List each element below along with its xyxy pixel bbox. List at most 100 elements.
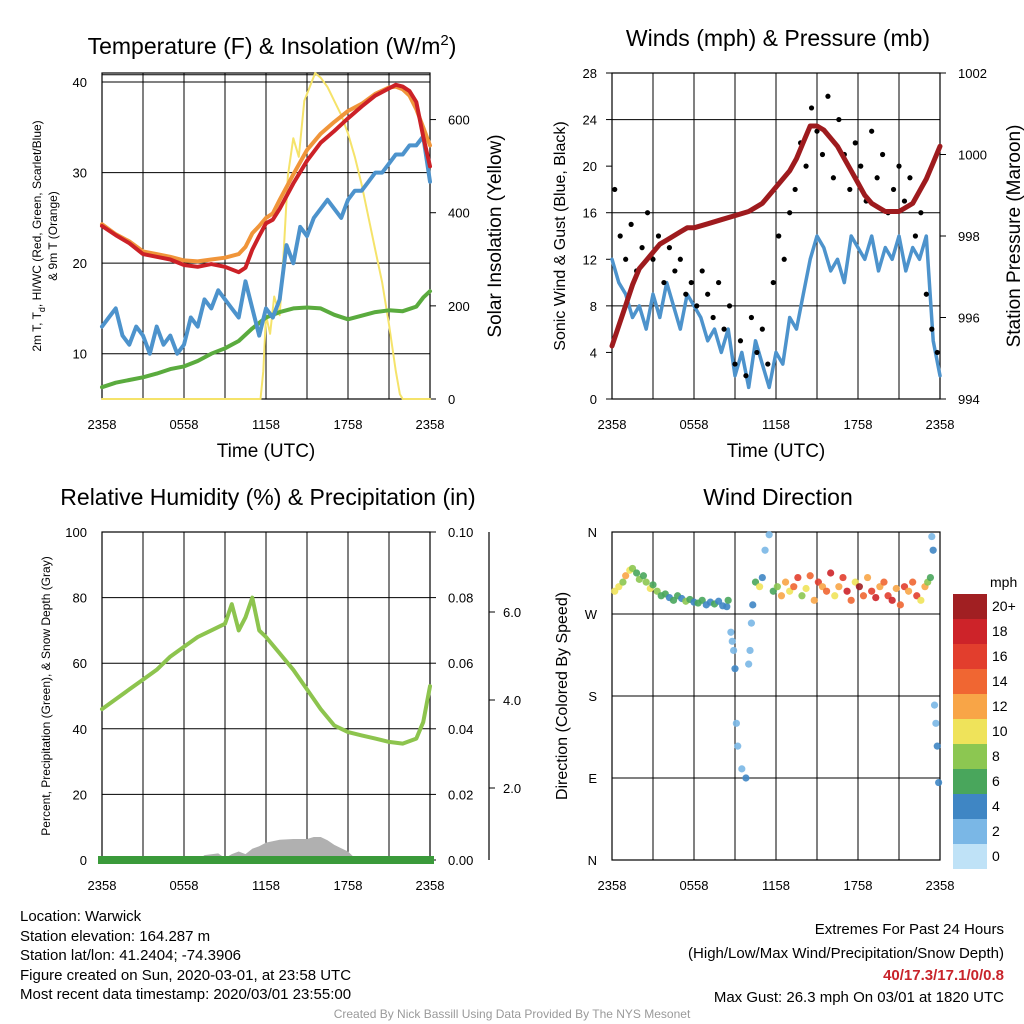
y-tick-label-wind: 4 (590, 345, 597, 360)
sonic-wind-line (610, 234, 942, 390)
wind-direction-point (798, 592, 806, 600)
y2-tick-label-wind: 996 (958, 311, 980, 326)
wind-direction-point (742, 774, 750, 782)
gust-point (814, 128, 820, 134)
gust-point (907, 175, 913, 181)
station-elevation: Station elevation: 164.287 m (20, 927, 211, 945)
gust-point (901, 198, 908, 204)
wind-direction-point (794, 573, 802, 582)
wind-direction-point (756, 583, 764, 591)
y2-tick-label-precip: 0.00 (448, 853, 473, 868)
wind-direction-point (896, 601, 904, 609)
y2-tick-label-precip: 0.04 (448, 722, 473, 737)
credit-line: Created By Nick Bassill Using Data Provi… (333, 1007, 691, 1021)
colorbar-label: 6 (992, 773, 1000, 789)
x-axis-label-1: Time (UTC) (217, 441, 316, 462)
wind-direction-point (917, 596, 925, 604)
wind-direction-point (822, 587, 831, 595)
y-label-part: 2m T, T (30, 311, 44, 351)
y-tick-label-rh: 40 (73, 722, 87, 737)
gust-point (869, 128, 875, 134)
x-tick-label-3: 1758 (334, 878, 363, 893)
wind-direction-point (619, 578, 627, 586)
gust-point (770, 279, 776, 286)
gust-point (677, 256, 683, 262)
colorbar-swatch (953, 844, 987, 869)
extremes-title: Extremes For Past 24 Hours (814, 921, 1004, 938)
y-tick-label-dir: S (588, 689, 597, 704)
x-tick-label-4: 2358 (598, 878, 627, 893)
y-tick-label-temp: 40 (73, 75, 87, 90)
gust-point (918, 210, 924, 216)
wind-direction-point (935, 778, 943, 787)
y-tick-label-temp: 10 (73, 347, 87, 362)
colorbar-swatch (953, 819, 987, 844)
station-info: Location: Warwick Station elevation: 164… (20, 907, 351, 1005)
colorbar-label: 8 (992, 748, 1000, 764)
temp-series-line-0 (101, 72, 431, 400)
gust-point (623, 256, 629, 262)
x-tick-label-4: 1158 (762, 878, 790, 893)
wind-direction-point (802, 584, 810, 593)
temperature-y-label-line2: & 9m T (Orange) (46, 191, 60, 281)
gust-point (912, 233, 919, 239)
gust-point (617, 233, 623, 239)
x-tick-label-4: 0558 (680, 878, 709, 893)
y-tick-label-wind: 12 (583, 252, 597, 267)
colorbar-label: 4 (992, 798, 1000, 814)
colorbar-label: 14 (992, 673, 1008, 689)
wind-direction-point (746, 646, 754, 655)
wind-direction-point (859, 592, 868, 600)
wind-direction-point (749, 601, 757, 609)
wind-direction-point (723, 603, 731, 611)
y2-tick-label-precip: 0.06 (448, 656, 473, 671)
gust-point (781, 256, 787, 262)
gust-point (650, 256, 656, 262)
wind-direction-point (909, 578, 917, 586)
x-tick-label-1: 1758 (334, 417, 363, 432)
colorbar-unit: mph (990, 574, 1017, 590)
wind-direction-point (926, 573, 935, 582)
gust-point (808, 105, 815, 111)
y-tick-label-rh: 80 (73, 591, 87, 606)
wind-direction-point (642, 578, 650, 586)
wind-direction-point (810, 596, 818, 604)
x-tick-label-4: 1758 (844, 878, 873, 893)
gust-point (732, 361, 738, 367)
wind-direction-point (765, 531, 773, 539)
gust-point (710, 314, 716, 321)
temperature-title: Temperature (F) & Insolation (W/m2) (88, 32, 457, 59)
y-tick-label-wind: 24 (583, 113, 597, 128)
winds-title: Winds (mph) & Pressure (mb) (626, 25, 930, 51)
wind-direction-point (747, 619, 756, 627)
wind-direction-point (835, 583, 843, 591)
gust-point (830, 175, 837, 181)
relative-humidity-line (100, 595, 432, 746)
humidity-panel: Relative Humidity (%) & Precipitation (i… (39, 484, 521, 893)
pressure-y-label: Station Pressure (Maroon) (1004, 125, 1024, 348)
wind-direction-point (727, 628, 735, 636)
gust-point (803, 163, 809, 169)
y-tick-label-wind: 16 (583, 206, 597, 221)
figure-created: Figure created on Sun, 2020-03-01, at 23… (20, 966, 352, 984)
colorbar-swatch (953, 719, 987, 744)
max-gust: Max Gust: 26.3 mph On 03/01 at 1820 UTC (713, 989, 1004, 1006)
wind-direction-point (777, 592, 786, 600)
wind-direction-point (880, 578, 888, 586)
gust-point (705, 291, 711, 297)
wind-direction-point (932, 719, 940, 727)
y2-tick-label-precip: 0.02 (448, 787, 473, 802)
wind-direction-point (904, 587, 913, 595)
x-tick-label-3: 0558 (170, 878, 199, 893)
recent-data-timestamp: Most recent data timestamp: 2020/03/01 2… (20, 986, 352, 1004)
gust-point (847, 186, 853, 193)
wind-direction-point (633, 569, 641, 577)
colorbar-swatch (953, 619, 987, 644)
temp-series-line-2 (100, 134, 432, 356)
snow-depth-tick-label: 4.0 (503, 693, 521, 708)
gust-point (743, 373, 749, 379)
y2-tick-label-temp: 600 (448, 113, 470, 128)
y-tick-label-wind: 28 (583, 66, 597, 81)
snow-depth-tick-label: 6.0 (503, 605, 521, 620)
